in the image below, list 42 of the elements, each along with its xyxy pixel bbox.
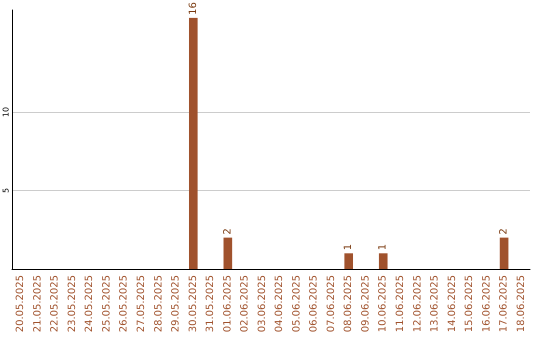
bar [224, 238, 232, 269]
x-tick-label: 14.06.2025 [446, 275, 458, 332]
x-tick-label: 30.05.2025 [188, 275, 199, 332]
x-tick-label: 04.06.2025 [274, 275, 286, 332]
x-tick-label: 28.05.2025 [153, 275, 164, 332]
x-tick-label: 17.06.2025 [498, 275, 510, 332]
x-tick-label: 24.05.2025 [84, 275, 96, 332]
x-tick-label: 26.05.2025 [118, 275, 130, 332]
bar [344, 253, 354, 269]
x-tick-label: 01.06.2025 [222, 275, 234, 332]
bar [378, 253, 388, 269]
data-label: 2 [498, 228, 510, 235]
x-tick-label: 11.06.2025 [395, 275, 406, 332]
x-tick-label: 05.06.2025 [291, 275, 302, 332]
x-tick-label: 02.06.2025 [240, 275, 251, 332]
x-tick-label: 03.06.2025 [256, 275, 268, 332]
x-tick-label: 18.06.2025 [516, 275, 527, 332]
x-tick-label: 27.05.2025 [136, 275, 147, 332]
data-label: 16 [188, 2, 199, 15]
x-tick-label: 13.06.2025 [430, 275, 441, 332]
x-tick-label: 10.06.2025 [378, 275, 389, 332]
data-label: 1 [378, 244, 389, 250]
x-tick-label: 07.06.2025 [326, 275, 337, 332]
x-tick-label: 15.06.2025 [464, 275, 476, 332]
x-tick-label: 08.06.2025 [343, 275, 354, 332]
y-tick-label: 10 [2, 106, 10, 118]
data-label: 1 [343, 244, 354, 250]
x-tick-label: 23.05.2025 [66, 275, 78, 332]
x-tick-label: 22.05.2025 [50, 275, 61, 332]
x-tick-label: 20.05.2025 [15, 275, 26, 332]
x-tick-label: 09.06.2025 [360, 275, 372, 332]
y-tick-label: 5 [2, 188, 10, 194]
x-tick-label: 25.05.2025 [101, 275, 112, 332]
x-tick-label: 16.06.2025 [481, 275, 492, 332]
bar [500, 238, 508, 269]
bar [188, 18, 198, 269]
x-tick-label: 29.05.2025 [170, 275, 182, 332]
x-tick-label: 12.06.2025 [412, 275, 424, 332]
x-tick-label: 21.05.2025 [32, 275, 44, 332]
x-tick-label: 31.05.2025 [205, 275, 216, 332]
data-label: 2 [222, 228, 234, 235]
x-tick-label: 06.06.2025 [308, 275, 320, 332]
